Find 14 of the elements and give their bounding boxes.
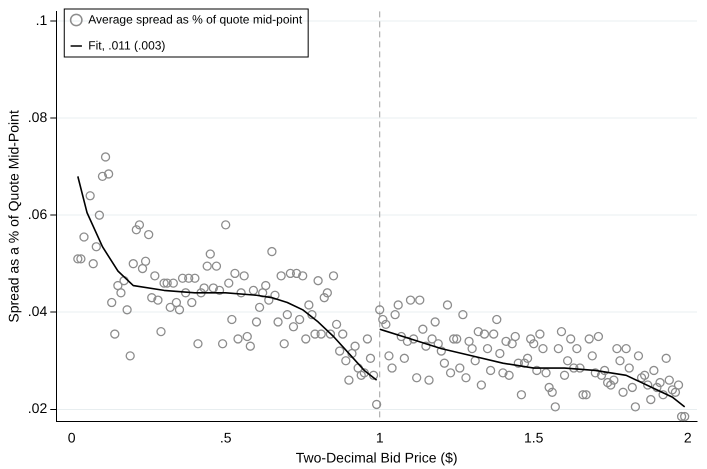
y-tick-label: .06 (28, 206, 48, 222)
y-tick-label: .08 (28, 109, 48, 126)
y-axis-title: Spread as a % of Quote Mid-Point (5, 110, 22, 323)
legend-label: Average spread as % of quote mid-point (88, 12, 303, 26)
x-tick-label: .5 (220, 430, 232, 446)
legend-label: Fit, .011 (.003) (88, 38, 166, 52)
x-tick-label: 2 (684, 430, 692, 446)
y-tick-label: .02 (28, 400, 48, 416)
x-tick-label: 1 (376, 430, 384, 446)
x-axis-title: Two-Decimal Bid Price ($) (296, 449, 458, 466)
x-tick-label: 1.5 (524, 430, 544, 446)
y-tick-label: .1 (36, 12, 48, 28)
y-tick-label: .04 (28, 303, 48, 320)
x-tick-label: 0 (68, 430, 76, 446)
